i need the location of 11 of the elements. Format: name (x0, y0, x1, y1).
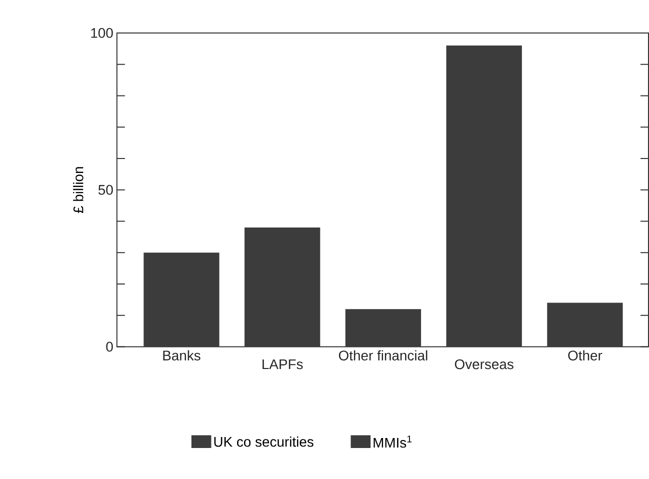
x-tick-label: Other (568, 350, 602, 361)
y-tick-label: 100 (91, 28, 113, 38)
legend-label: UK co securities (214, 436, 314, 447)
legend-label: MMIs$^{1}$ (374, 436, 412, 448)
y-axis-title: £ billion (73, 167, 84, 214)
x-tick-label: Banks (163, 350, 200, 361)
x-tick-label: Overseas (454, 360, 514, 370)
y-tick-label: 50 (98, 185, 113, 195)
x-tick-label: Other financial (338, 350, 428, 361)
y-tick-label: 0 (106, 342, 113, 352)
x-tick-label: LAPFs (262, 360, 303, 370)
